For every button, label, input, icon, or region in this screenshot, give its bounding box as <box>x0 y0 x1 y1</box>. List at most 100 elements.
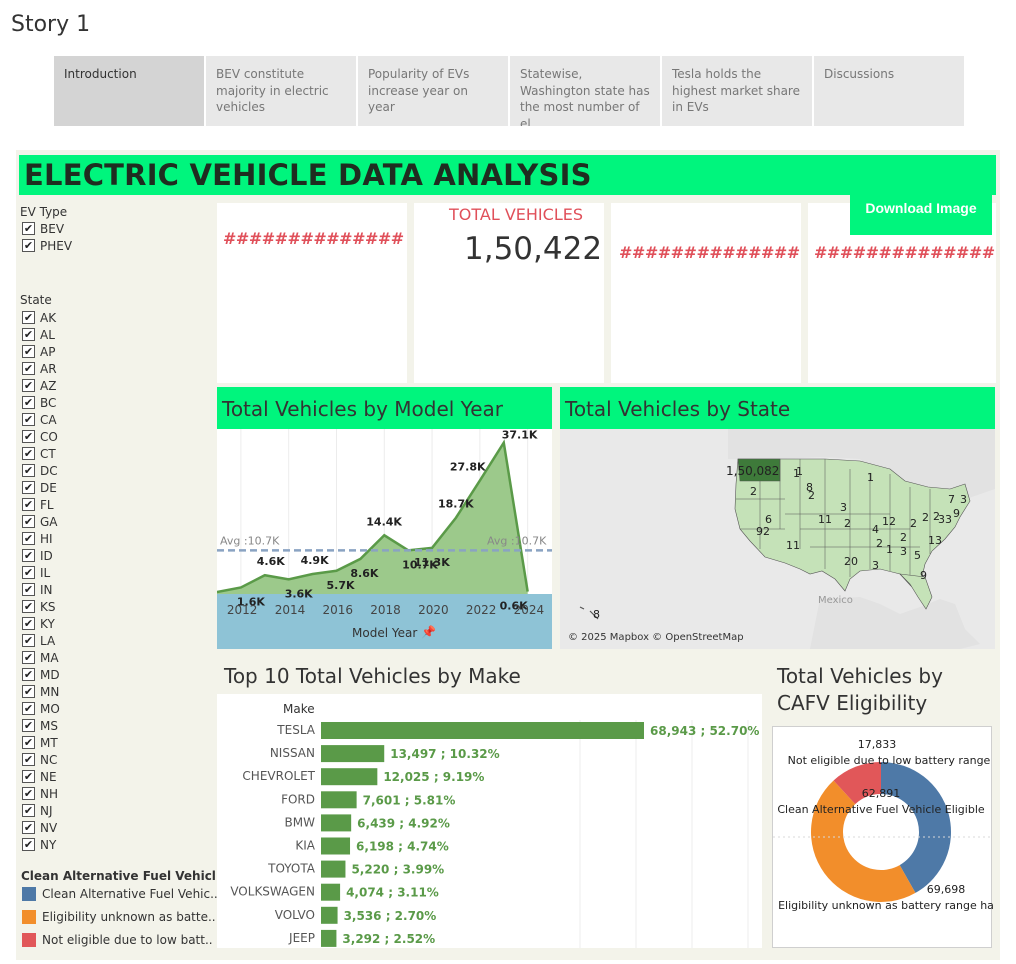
checkbox-checked-icon[interactable]: ✔ <box>22 549 35 562</box>
state-option-nc[interactable]: ✔ NC <box>22 751 57 768</box>
state-value-label: 6 <box>765 513 772 526</box>
checkbox-checked-icon[interactable]: ✔ <box>22 239 35 252</box>
checkbox-checked-icon[interactable]: ✔ <box>22 838 35 851</box>
checkbox-checked-icon[interactable]: ✔ <box>22 753 35 766</box>
checkbox-checked-icon[interactable]: ✔ <box>22 362 35 375</box>
checkbox-checked-icon[interactable]: ✔ <box>22 413 35 426</box>
state-option-md[interactable]: ✔ MD <box>22 666 60 683</box>
state-option-ak[interactable]: ✔ AK <box>22 309 56 326</box>
state-option-ne[interactable]: ✔ NE <box>22 768 57 785</box>
state-option-la[interactable]: ✔ LA <box>22 632 55 649</box>
checkbox-checked-icon[interactable]: ✔ <box>22 685 35 698</box>
checkbox-checked-icon[interactable]: ✔ <box>22 719 35 732</box>
state-option-il[interactable]: ✔ IL <box>22 564 50 581</box>
make-value-label: 4,074 ; 3.11% <box>346 886 439 900</box>
checkbox-checked-icon[interactable]: ✔ <box>22 617 35 630</box>
checkbox-checked-icon[interactable]: ✔ <box>22 804 35 817</box>
make-value-label: 5,220 ; 3.99% <box>351 863 444 877</box>
state-map-panel[interactable]: 1 8 2 2 3 1 11 2 12 2 2 2 7 3 9 33 13 2 1 3 5 4 6 92 11 2 20 3 9 1 1,5… <box>560 429 995 649</box>
state-option-mt[interactable]: ✔ MT <box>22 734 58 751</box>
checkbox-checked-icon[interactable]: ✔ <box>22 222 35 235</box>
checkbox-checked-icon[interactable]: ✔ <box>22 600 35 613</box>
checkbox-checked-icon[interactable]: ✔ <box>22 447 35 460</box>
state-option-ga[interactable]: ✔ GA <box>22 513 58 530</box>
checkbox-checked-icon[interactable]: ✔ <box>22 515 35 528</box>
checkbox-checked-icon[interactable]: ✔ <box>22 481 35 494</box>
cafv-donut-chart[interactable]: 17,833 Not eligible due to low battery ra… <box>773 727 994 949</box>
make-value-label: 7,601 ; 5.81% <box>363 793 456 807</box>
checkbox-checked-icon[interactable]: ✔ <box>22 345 35 358</box>
model-year-area-chart[interactable]: Avg :10.7K Avg :10.7K 1.6K 4.6K 3.6K 4.9K 5.7K… <box>216 429 552 649</box>
download-image-button-overlay[interactable]: Download Image <box>850 180 992 235</box>
state-option-ks[interactable]: ✔ KS <box>22 598 56 615</box>
make-bar <box>321 791 357 809</box>
state-option-mn[interactable]: ✔ MN <box>22 683 59 700</box>
state-option-bc[interactable]: ✔ BC <box>22 394 56 411</box>
checkbox-checked-icon[interactable]: ✔ <box>22 787 35 800</box>
checkbox-checked-icon[interactable]: ✔ <box>22 498 35 511</box>
checkbox-checked-icon[interactable]: ✔ <box>22 532 35 545</box>
checkbox-checked-icon[interactable]: ✔ <box>22 430 35 443</box>
checkbox-checked-icon[interactable]: ✔ <box>22 311 35 324</box>
state-option-hi[interactable]: ✔ HI <box>22 530 53 547</box>
state-option-nj[interactable]: ✔ NJ <box>22 802 53 819</box>
state-option-az[interactable]: ✔ AZ <box>22 377 56 394</box>
checkbox-checked-icon[interactable]: ✔ <box>22 736 35 749</box>
state-option-co[interactable]: ✔ CO <box>22 428 58 445</box>
state-option-de[interactable]: ✔ DE <box>22 479 57 496</box>
state-option-al[interactable]: ✔ AL <box>22 326 55 343</box>
make-bar-chart[interactable]: Make TESLA 68,943 ; 52.70% NISSAN 13,497 ; 1… <box>217 694 762 948</box>
state-option-in[interactable]: ✔ IN <box>22 581 53 598</box>
checkbox-checked-icon[interactable]: ✔ <box>22 566 35 579</box>
state-option-nh[interactable]: ✔ NH <box>22 785 58 802</box>
state-option-mo[interactable]: ✔ MO <box>22 700 60 717</box>
area-data-label: 3.6K <box>285 587 313 600</box>
state-option-ct[interactable]: ✔ CT <box>22 445 56 462</box>
state-option-label: MT <box>40 735 58 750</box>
checkbox-checked-icon[interactable]: ✔ <box>22 821 35 834</box>
state-option-id[interactable]: ✔ ID <box>22 547 53 564</box>
legend-item-eligible[interactable]: Clean Alternative Fuel Vehic.. <box>22 887 218 901</box>
state-option-ms[interactable]: ✔ MS <box>22 717 58 734</box>
story-tab-statewise[interactable]: Statewise, Washington state has the most… <box>510 56 660 126</box>
kpi-total-label: TOTAL VEHICLES <box>449 205 583 224</box>
checkbox-checked-icon[interactable]: ✔ <box>22 651 35 664</box>
state-option-ma[interactable]: ✔ MA <box>22 649 59 666</box>
make-category-label: CHEVROLET <box>242 769 315 783</box>
checkbox-checked-icon[interactable]: ✔ <box>22 583 35 596</box>
checkbox-checked-icon[interactable]: ✔ <box>22 770 35 783</box>
pin-icon[interactable]: 📌 <box>421 625 436 639</box>
donut-label: Clean Alternative Fuel Vehicle Eligible <box>777 803 985 816</box>
state-option-ap[interactable]: ✔ AP <box>22 343 55 360</box>
checkbox-checked-icon[interactable]: ✔ <box>22 328 35 341</box>
state-option-ky[interactable]: ✔ KY <box>22 615 55 632</box>
story-tab-bev[interactable]: BEV constitute majority in electric vehi… <box>206 56 356 126</box>
checkbox-checked-icon[interactable]: ✔ <box>22 396 35 409</box>
checkbox-checked-icon[interactable]: ✔ <box>22 634 35 647</box>
legend-item-not-eligible[interactable]: Not eligible due to low batt.. <box>22 933 213 947</box>
ev-type-option-phev[interactable]: ✔ PHEV <box>22 237 72 254</box>
make-bar <box>321 837 351 855</box>
story-tab-introduction[interactable]: Introduction <box>54 56 204 126</box>
ev-type-option-bev[interactable]: ✔ BEV <box>22 220 64 237</box>
story-tab-discussions[interactable]: Discussions <box>814 56 964 126</box>
make-category-label: TOYOTA <box>267 862 316 876</box>
state-option-ny[interactable]: ✔ NY <box>22 836 56 853</box>
make-value-label: 3,292 ; 2.52% <box>342 932 435 946</box>
checkbox-checked-icon[interactable]: ✔ <box>22 668 35 681</box>
kpi-overflow-value: ############## <box>619 243 800 262</box>
state-option-fl[interactable]: ✔ FL <box>22 496 54 513</box>
state-option-dc[interactable]: ✔ DC <box>22 462 58 479</box>
state-option-ca[interactable]: ✔ CA <box>22 411 57 428</box>
state-option-nv[interactable]: ✔ NV <box>22 819 57 836</box>
legend-item-unknown[interactable]: Eligibility unknown as batte.. <box>22 910 216 924</box>
checkbox-checked-icon[interactable]: ✔ <box>22 379 35 392</box>
checkbox-checked-icon[interactable]: ✔ <box>22 702 35 715</box>
story-tab-tesla[interactable]: Tesla holds the highest market share in … <box>662 56 812 126</box>
state-value-label: 1 <box>796 465 803 478</box>
story-tab-popularity[interactable]: Popularity of EVs increase year on year <box>358 56 508 126</box>
checkbox-checked-icon[interactable]: ✔ <box>22 464 35 477</box>
make-value-label: 13,497 ; 10.32% <box>390 747 499 761</box>
state-option-ar[interactable]: ✔ AR <box>22 360 57 377</box>
